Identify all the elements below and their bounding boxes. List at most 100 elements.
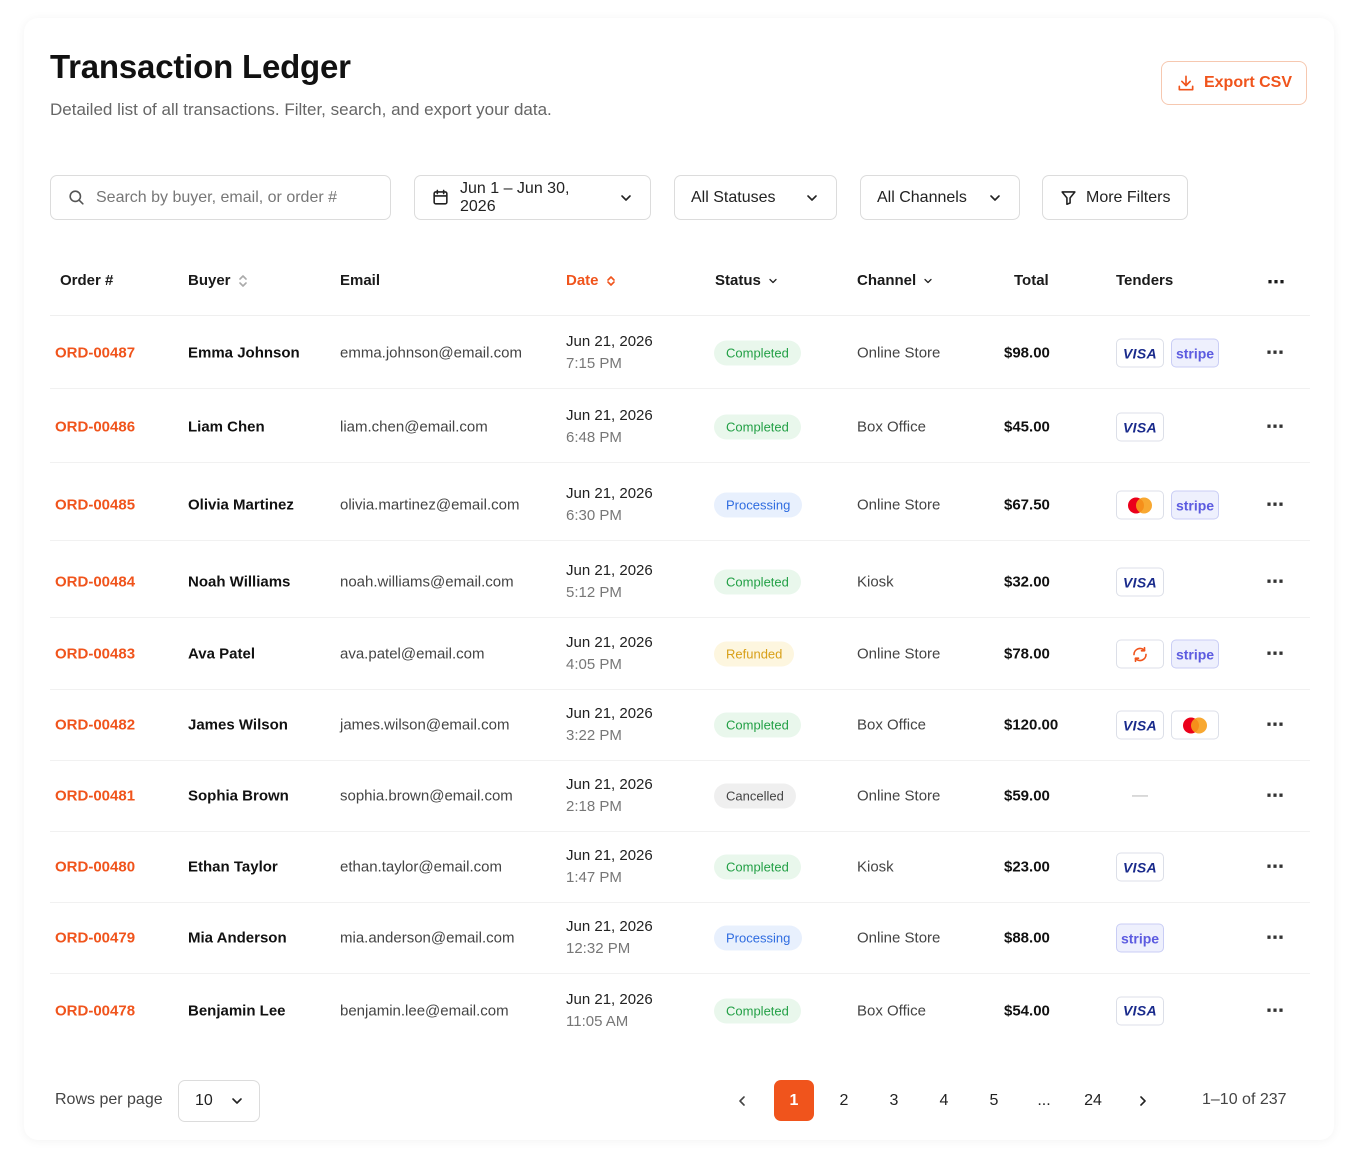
buyer-email: ava.patel@email.com	[340, 645, 485, 663]
column-header-buyer[interactable]: Buyer	[188, 272, 249, 289]
order-link[interactable]: ORD-00484	[55, 573, 136, 591]
status-cell: Completed	[714, 998, 801, 1023]
column-header-date[interactable]: Date	[566, 272, 617, 289]
channel-name: Kiosk	[857, 573, 894, 591]
status-cell: Completed	[714, 712, 801, 738]
order-link[interactable]: ORD-00482	[55, 716, 136, 734]
table-row[interactable]: ORD-00478 Benjamin Lee benjamin.lee@email.…	[50, 975, 1310, 1046]
page-button[interactable]: 4	[939, 1091, 949, 1109]
order-link[interactable]: ORD-00486	[55, 418, 136, 436]
table-row[interactable]: ORD-00486 Liam Chen liam.chen@email.com Jun…	[50, 392, 1310, 463]
order-datetime: Jun 21, 2026 11:05 AM	[566, 989, 653, 1033]
row-actions-icon[interactable]: ⋯	[1266, 571, 1285, 592]
table-row[interactable]: ORD-00485 Olivia Martinez olivia.martinez@…	[50, 470, 1310, 541]
channel-name: Box Office	[857, 418, 926, 436]
mastercard-icon	[1116, 490, 1164, 520]
order-link[interactable]: ORD-00480	[55, 858, 136, 876]
rows-per-page-label: Rows per page	[55, 1091, 163, 1108]
table-row[interactable]: ORD-00479 Mia Anderson mia.anderson@email.…	[50, 903, 1310, 974]
column-header-tenders[interactable]: Tenders	[1116, 272, 1173, 289]
tenders-cell: VISA	[1116, 567, 1164, 597]
table-row[interactable]: ORD-00484 Noah Williams noah.williams@emai…	[50, 547, 1310, 618]
order-total: $88.00	[1004, 929, 1050, 947]
date-range-filter[interactable]: Jun 1 – Jun 30, 2026	[414, 175, 651, 220]
row-actions-icon[interactable]: ⋯	[1266, 714, 1285, 735]
visa-icon: VISA	[1116, 852, 1164, 882]
table-row[interactable]: ORD-00481 Sophia Brown sophia.brown@email.…	[50, 761, 1310, 832]
channel-filter[interactable]: All Channels	[860, 175, 1020, 220]
table-row[interactable]: ORD-00483 Ava Patel ava.patel@email.com Jun…	[50, 619, 1310, 690]
status-cell: Completed	[714, 854, 801, 880]
order-total: $67.50	[1004, 496, 1050, 514]
status-filter[interactable]: All Statuses	[674, 175, 837, 220]
search-icon	[69, 190, 84, 205]
order-datetime: Jun 21, 2026 1:47 PM	[566, 845, 653, 889]
column-header-status[interactable]: Status	[715, 272, 779, 289]
column-channel-label: Channel	[857, 272, 917, 289]
page-subtitle: Detailed list of all transactions. Filte…	[50, 100, 552, 119]
prev-page-button[interactable]	[722, 1080, 762, 1121]
table-row[interactable]: ORD-00480 Ethan Taylor ethan.taylor@email.…	[50, 832, 1310, 903]
status-badge: Refunded	[714, 641, 795, 667]
column-options-icon[interactable]: ⋯	[1267, 272, 1286, 292]
row-actions-icon[interactable]: ⋯	[1266, 785, 1285, 806]
page-button[interactable]: 2	[839, 1091, 849, 1109]
page-button[interactable]: 3	[889, 1091, 899, 1109]
order-link[interactable]: ORD-00483	[55, 645, 136, 663]
row-actions-icon[interactable]: ⋯	[1266, 927, 1285, 948]
column-header-channel[interactable]: Channel	[857, 272, 934, 289]
row-actions-icon[interactable]: ⋯	[1266, 643, 1285, 664]
search-input[interactable]	[96, 188, 376, 207]
stripe-icon: stripe	[1171, 338, 1219, 368]
buyer-email: ethan.taylor@email.com	[340, 858, 502, 876]
column-buyer-label: Buyer	[188, 272, 231, 289]
column-header-total[interactable]: Total	[1014, 272, 1049, 289]
order-link[interactable]: ORD-00479	[55, 929, 136, 947]
order-datetime: Jun 21, 2026 6:48 PM	[566, 405, 653, 449]
order-date: Jun 21, 2026	[566, 847, 653, 864]
page-button[interactable]: 5	[989, 1091, 999, 1109]
order-link[interactable]: ORD-00485	[55, 496, 136, 514]
row-actions-icon[interactable]: ⋯	[1266, 856, 1285, 877]
order-time: 3:22 PM	[566, 727, 622, 744]
order-total: $78.00	[1004, 645, 1050, 663]
page-button[interactable]: 24	[1084, 1091, 1102, 1109]
more-filters-button[interactable]: More Filters	[1042, 175, 1188, 220]
visa-icon: VISA	[1116, 412, 1164, 442]
date-range-label: Jun 1 – Jun 30, 2026	[460, 179, 570, 215]
channel-name: Online Store	[857, 787, 941, 805]
status-badge: Completed	[714, 569, 801, 595]
search-box[interactable]	[50, 175, 391, 220]
buyer-email: emma.johnson@email.com	[340, 344, 522, 362]
order-link[interactable]: ORD-00481	[55, 787, 136, 805]
column-header-order[interactable]: Order #	[60, 272, 113, 289]
table-row[interactable]: ORD-00487 Emma Johnson emma.johnson@email.…	[50, 318, 1310, 389]
buyer-email: james.wilson@email.com	[340, 716, 510, 734]
rows-per-page-select[interactable]: 10	[178, 1080, 260, 1122]
tenders-cell: stripe	[1116, 639, 1219, 669]
chevron-right-icon	[1140, 1095, 1146, 1106]
order-link[interactable]: ORD-00478	[55, 1002, 136, 1019]
status-badge: Completed	[714, 712, 801, 738]
row-actions-icon[interactable]: ⋯	[1266, 416, 1285, 437]
row-actions-icon[interactable]: ⋯	[1266, 494, 1285, 515]
page-title: Transaction Ledger	[50, 48, 351, 85]
export-csv-button[interactable]: Export CSV	[1161, 61, 1307, 105]
visa-icon: VISA	[1116, 338, 1164, 368]
order-time: 4:05 PM	[566, 656, 622, 673]
page-button[interactable]: 1	[774, 1080, 814, 1121]
row-actions-icon[interactable]: ⋯	[1266, 342, 1285, 363]
filter-icon	[1061, 191, 1076, 206]
buyer-name: Benjamin Lee	[188, 1002, 286, 1019]
table-row[interactable]: ORD-00482 James Wilson james.wilson@email.…	[50, 690, 1310, 761]
next-page-button[interactable]	[1123, 1080, 1163, 1121]
order-time: 2:18 PM	[566, 798, 622, 815]
order-link[interactable]: ORD-00487	[55, 344, 136, 362]
channel-name: Kiosk	[857, 858, 894, 876]
buyer-name: Emma Johnson	[188, 344, 300, 362]
order-total: $45.00	[1004, 418, 1050, 436]
column-header-email[interactable]: Email	[340, 272, 380, 289]
row-actions-icon[interactable]: ⋯	[1266, 1000, 1285, 1020]
rows-per-page-value: 10	[195, 1092, 213, 1109]
order-time: 1:47 PM	[566, 869, 622, 886]
